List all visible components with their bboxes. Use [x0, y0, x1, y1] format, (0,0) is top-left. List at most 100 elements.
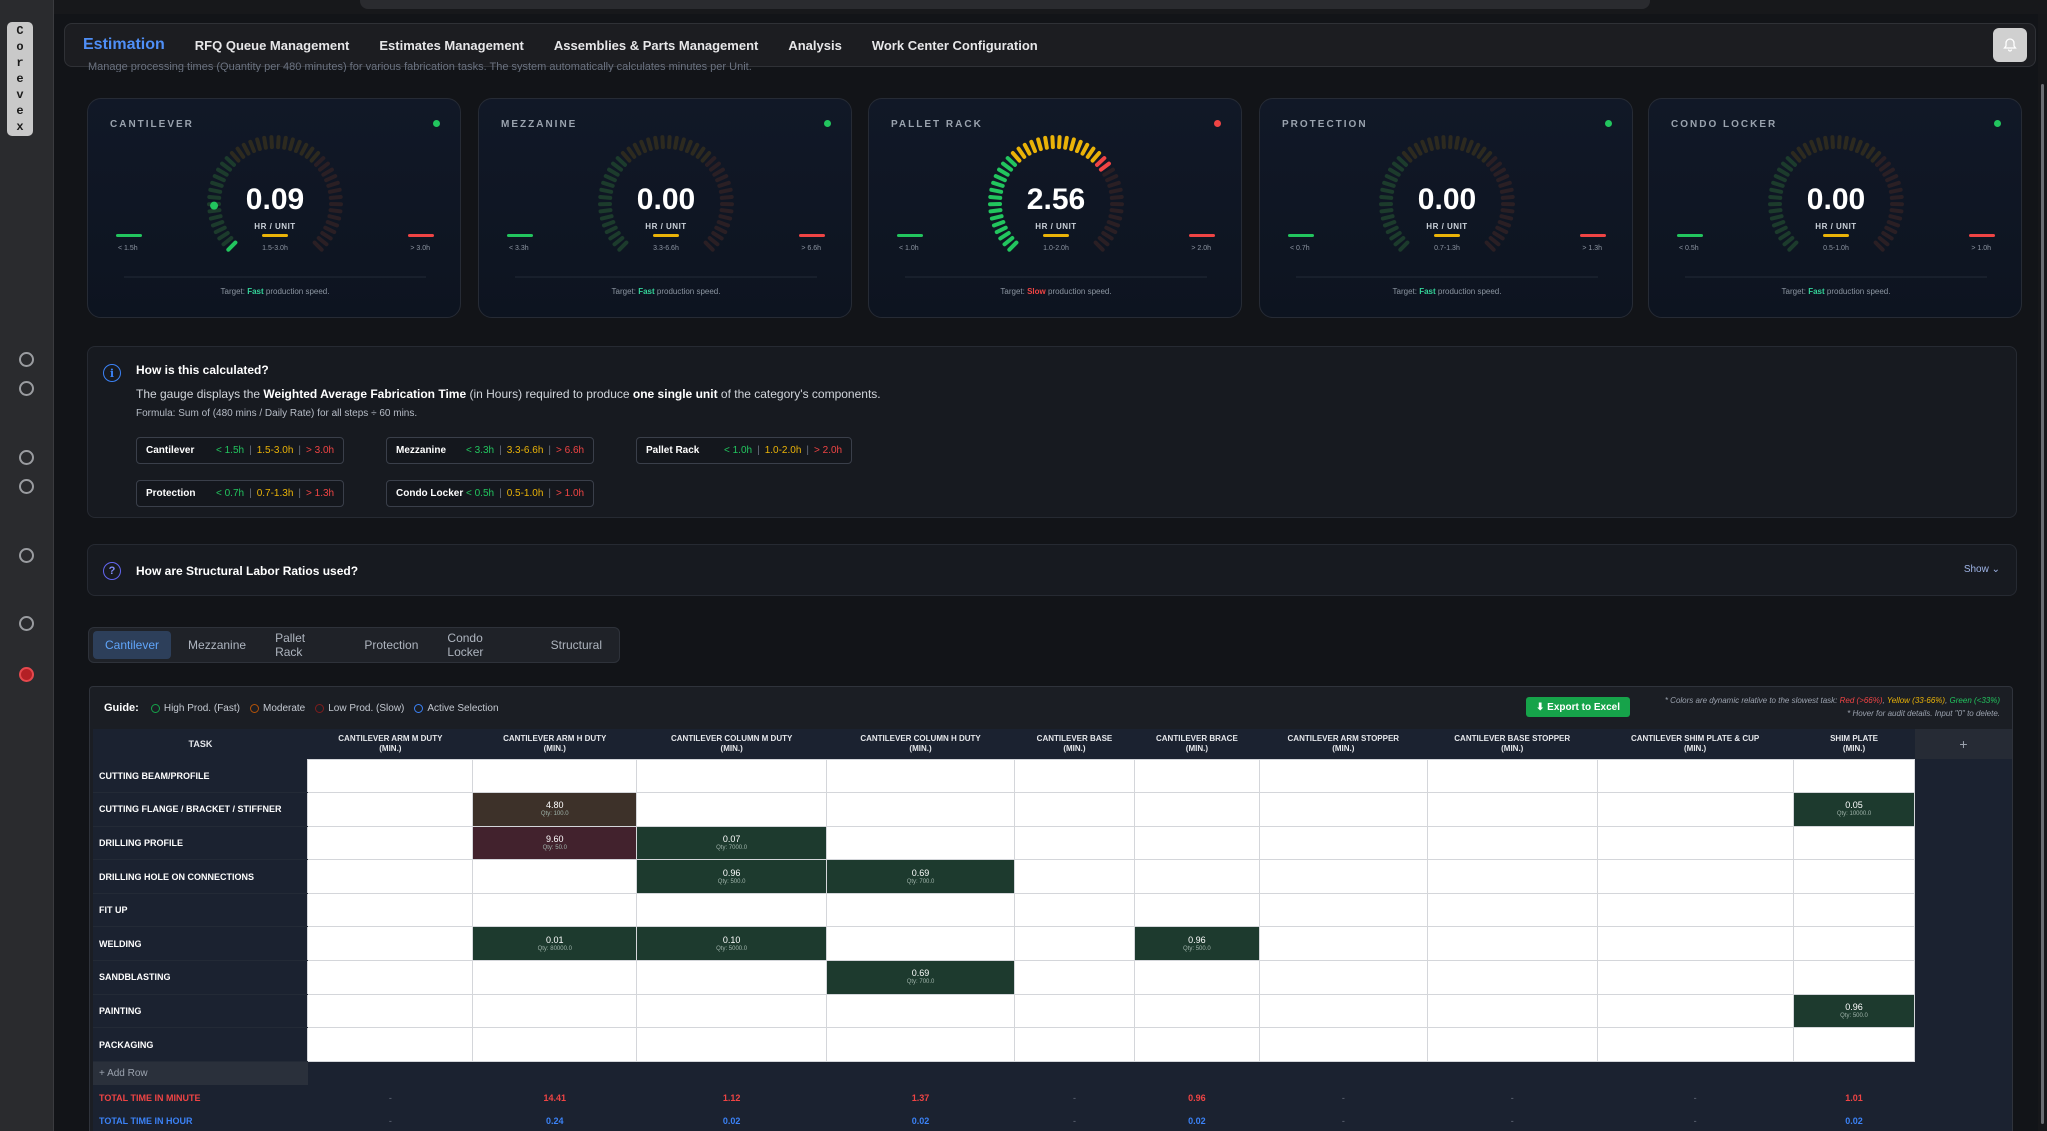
time-cell-empty[interactable] — [1792, 825, 1916, 861]
time-cell[interactable]: 0.69 Qty: 700.0 — [826, 859, 1015, 894]
time-cell-empty[interactable] — [1596, 993, 1794, 1029]
time-cell-empty[interactable] — [1596, 960, 1794, 995]
part-column-header[interactable]: CANTILEVER BRACE (MIN.) — [1134, 729, 1260, 759]
time-cell-empty[interactable] — [1792, 1027, 1916, 1062]
time-cell-empty[interactable] — [636, 792, 828, 827]
time-cell-empty[interactable] — [307, 960, 474, 995]
time-cell-empty[interactable] — [1013, 960, 1135, 995]
time-cell-empty[interactable] — [1258, 1027, 1428, 1062]
part-column-header[interactable]: SHIM PLATE (MIN.) — [1793, 729, 1915, 759]
page-scrollbar[interactable] — [2038, 14, 2047, 1131]
bell-icon[interactable] — [1993, 28, 2027, 62]
time-cell-empty[interactable] — [472, 993, 638, 1029]
export-excel-button[interactable]: ⬇ Export to Excel — [1526, 697, 1630, 717]
time-cell-empty[interactable] — [1258, 960, 1428, 995]
time-cell-empty[interactable] — [826, 825, 1015, 861]
part-column-header[interactable]: CANTILEVER SHIM PLATE & CUP (MIN.) — [1597, 729, 1794, 759]
time-cell-empty[interactable] — [307, 892, 474, 928]
time-cell-empty[interactable] — [307, 926, 474, 962]
time-cell-empty[interactable] — [1013, 859, 1135, 894]
time-cell-empty[interactable] — [1258, 859, 1428, 894]
time-cell-empty[interactable] — [1426, 792, 1598, 827]
part-column-header[interactable]: CANTILEVER ARM M DUTY (MIN.) — [307, 729, 473, 759]
rail-nav-dot[interactable] — [19, 352, 34, 367]
time-cell[interactable]: 0.07 Qty: 7000.0 — [636, 825, 828, 861]
time-cell-empty[interactable] — [1258, 892, 1428, 928]
time-cell-empty[interactable] — [1426, 825, 1598, 861]
time-cell-empty[interactable] — [1013, 758, 1135, 794]
time-cell-empty[interactable] — [307, 758, 474, 794]
add-row-button[interactable]: + Add Row — [93, 1061, 308, 1086]
nav-item-assemblies[interactable]: Assemblies & Parts Management — [553, 37, 759, 53]
time-cell-empty[interactable] — [1426, 758, 1598, 794]
time-cell-empty[interactable] — [1133, 960, 1260, 995]
time-cell-empty[interactable] — [1133, 993, 1260, 1029]
scrollbar-thumb[interactable] — [2041, 84, 2044, 1124]
time-cell-empty[interactable] — [636, 960, 828, 995]
time-cell-empty[interactable] — [1596, 892, 1794, 928]
time-cell-empty[interactable] — [1426, 892, 1598, 928]
time-cell[interactable]: 0.96 Qty: 500.0 — [1792, 993, 1916, 1029]
time-cell-empty[interactable] — [1013, 993, 1135, 1029]
part-column-header[interactable]: CANTILEVER COLUMN H DUTY (MIN.) — [826, 729, 1015, 759]
time-cell-empty[interactable] — [1133, 859, 1260, 894]
time-cell-empty[interactable] — [1258, 758, 1428, 794]
time-cell-empty[interactable] — [472, 859, 638, 894]
time-cell-empty[interactable] — [1258, 926, 1428, 962]
time-cell-empty[interactable] — [1013, 926, 1135, 962]
time-cell[interactable]: 0.10 Qty: 5000.0 — [636, 926, 828, 962]
part-column-header[interactable]: CANTILEVER ARM STOPPER (MIN.) — [1259, 729, 1428, 759]
tab-pallet-rack[interactable]: Pallet Rack — [275, 631, 306, 659]
time-cell-empty[interactable] — [307, 825, 474, 861]
rail-nav-dot[interactable] — [19, 479, 34, 494]
time-cell-empty[interactable] — [636, 892, 828, 928]
rail-nav-dot[interactable] — [19, 450, 34, 465]
tab-condo-locker[interactable]: Condo Locker — [447, 631, 484, 659]
time-cell-empty[interactable] — [307, 792, 474, 827]
time-cell-empty[interactable] — [1133, 758, 1260, 794]
rail-nav-dot[interactable] — [19, 381, 34, 396]
time-cell-empty[interactable] — [307, 993, 474, 1029]
time-cell-empty[interactable] — [636, 758, 828, 794]
rail-nav-dot[interactable] — [19, 616, 34, 631]
time-cell-empty[interactable] — [1013, 792, 1135, 827]
time-cell-empty[interactable] — [1426, 1027, 1598, 1062]
time-cell-empty[interactable] — [1133, 1027, 1260, 1062]
time-cell-empty[interactable] — [1013, 825, 1135, 861]
time-cell[interactable]: 0.05 Qty: 10000.0 — [1792, 792, 1916, 827]
time-cell-empty[interactable] — [636, 1027, 828, 1062]
time-cell[interactable]: 0.01 Qty: 80000.0 — [472, 926, 638, 962]
time-cell[interactable]: 0.96 Qty: 500.0 — [1133, 926, 1260, 962]
time-cell-empty[interactable] — [826, 926, 1015, 962]
tab-cantilever[interactable]: Cantilever — [93, 631, 172, 659]
time-cell-empty[interactable] — [472, 758, 638, 794]
time-cell-empty[interactable] — [472, 1027, 638, 1062]
time-cell-empty[interactable] — [1596, 792, 1794, 827]
time-cell-empty[interactable] — [1792, 926, 1916, 962]
time-cell-empty[interactable] — [1013, 1027, 1135, 1062]
time-cell-empty[interactable] — [826, 758, 1015, 794]
nav-item-estimates[interactable]: Estimates Management — [379, 37, 524, 53]
part-column-header[interactable]: CANTILEVER BASE STOPPER (MIN.) — [1427, 729, 1598, 759]
nav-logo[interactable]: Estimation — [83, 36, 165, 53]
time-cell-empty[interactable] — [1258, 825, 1428, 861]
time-cell-empty[interactable] — [1426, 993, 1598, 1029]
time-cell-empty[interactable] — [1596, 825, 1794, 861]
part-column-header[interactable]: CANTILEVER ARM H DUTY (MIN.) — [472, 729, 637, 759]
tab-protection[interactable]: Protection — [364, 638, 419, 652]
part-column-header[interactable]: CANTILEVER BASE (MIN.) — [1014, 729, 1135, 759]
time-cell-empty[interactable] — [472, 960, 638, 995]
time-cell-empty[interactable] — [1792, 960, 1916, 995]
time-cell-empty[interactable] — [1426, 859, 1598, 894]
time-cell-empty[interactable] — [1792, 859, 1916, 894]
tab-structural[interactable]: Structural — [550, 638, 602, 652]
time-cell-empty[interactable] — [1792, 892, 1916, 928]
nav-item-analysis[interactable]: Analysis — [788, 37, 842, 53]
time-cell[interactable]: 9.60 Qty: 50.0 — [472, 825, 638, 861]
time-cell-empty[interactable] — [1258, 993, 1428, 1029]
time-cell-empty[interactable] — [1133, 825, 1260, 861]
nav-item-rfq-queue[interactable]: RFQ Queue Management — [194, 37, 350, 53]
time-cell[interactable]: 0.69 Qty: 700.0 — [826, 960, 1015, 995]
time-cell-empty[interactable] — [307, 1027, 474, 1062]
